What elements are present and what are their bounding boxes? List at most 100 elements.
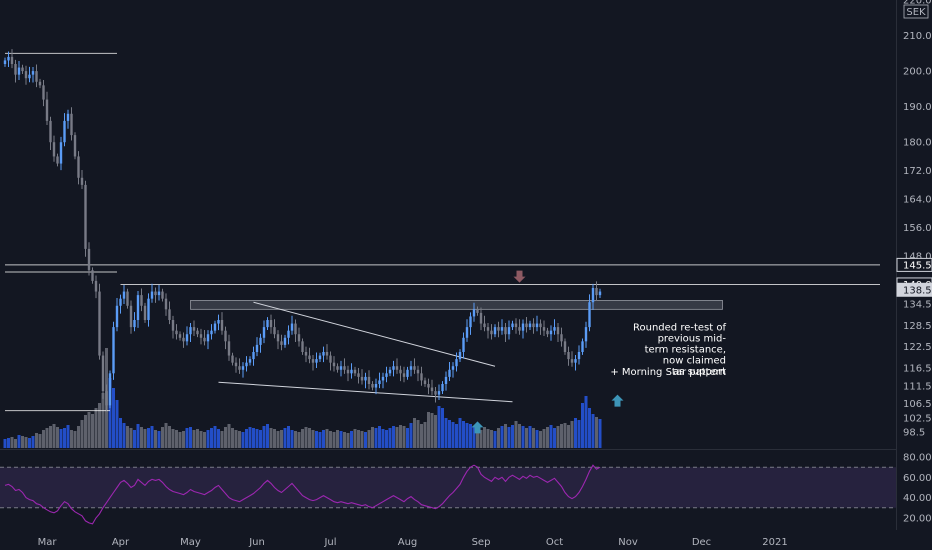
volume-bar [66,425,70,448]
volume-bar [80,420,84,448]
time-tick-label: Nov [618,537,638,548]
volume-bar [154,430,157,448]
volume-bar [182,431,185,448]
volume-bar [122,423,126,448]
candle-body [126,291,129,306]
candle-body [448,369,451,377]
candle-body [570,359,574,363]
volume-bar [395,427,399,448]
volume-bar [199,431,203,448]
price-tick-label: 190.0 [903,102,932,113]
price-axis[interactable]: 98.5 102.5 106.5 111.5 116.5 122.5 128.5 134.5 1… [896,0,932,439]
candle-body [528,323,532,328]
candle-body [42,85,45,100]
volume-bar [38,434,42,448]
candle-body [70,113,73,136]
price-tick-label: 148.0 [903,252,932,263]
time-tick-label: 2021 [762,537,787,548]
candle-body [535,323,539,328]
volume-bar [343,432,346,448]
price-tick-label: 111.5 [903,381,932,392]
rsi-axis[interactable]: 20.00 40.00 60.00 80.00 [903,453,932,525]
volume-bar [584,396,588,448]
volume-bar [245,429,248,448]
candle-body [168,309,171,320]
candle-body [98,291,101,356]
candle-body [493,327,497,335]
candle-body [367,376,371,384]
candle-body [7,56,10,61]
candle-body [395,366,399,370]
candle-body [196,330,199,335]
volume-bar [192,430,196,448]
candle-body [472,309,476,317]
volume-bar [336,430,339,448]
time-axis[interactable]: Mar Apr May Jun Jul Aug Sep Oct Nov Dec 2021 [38,537,788,548]
volume-bar [420,424,423,448]
candle-body [255,344,259,352]
candle-body [560,334,563,342]
candle-body [241,366,245,370]
volume-bar [476,428,479,448]
volume-bar [339,431,343,448]
volume-bar [329,431,332,448]
candle-body [252,352,255,360]
candle-body [273,327,276,335]
volume-bar [465,423,469,448]
candle-body [234,362,238,367]
candle-body [437,391,441,395]
volume-bar [115,400,119,448]
volume-bar [542,429,546,448]
candle-body [532,323,535,328]
volume-bar [45,428,49,448]
rsi-line [4,464,601,525]
candle-body [406,369,409,377]
candle-body [504,327,507,335]
candle-body [315,359,318,363]
volume-bar [346,433,350,448]
volume-layer [3,348,602,448]
volume-bar [98,403,101,448]
candle-body [500,327,504,331]
candle-body [294,323,297,335]
candle-body [371,384,374,388]
candle-body [539,323,542,328]
volume-bar [189,427,192,448]
volume-bar [444,418,448,448]
price-tick-label: 220.0 [903,0,932,7]
volume-bar [203,432,206,448]
volume-bar [486,429,490,448]
volume-bar [381,429,385,448]
volume-bar [126,426,129,448]
candle-body [591,288,595,303]
candle-body [441,384,444,392]
volume-bar [560,424,563,448]
volume-bar [518,424,521,448]
volume-bar [252,428,255,448]
volume-bar [213,426,217,448]
candle-body [455,359,458,367]
candle-body [150,291,154,299]
candle-body [381,376,385,381]
candle-body [483,323,486,328]
candle-body [364,376,367,381]
volume-bar [598,419,602,448]
price-tick-label: 200.0 [903,67,932,78]
volume-bar [318,432,322,448]
annotation-line: term resistance, [645,345,726,356]
volume-bar [185,428,189,448]
volume-bar [73,431,77,448]
volume-bar [308,428,311,448]
candles-layer [3,49,602,411]
volume-bar [563,423,567,448]
volume-bar [409,423,413,448]
price-tag [896,257,932,272]
candle-body [80,177,84,185]
support-zone-layer [190,300,723,310]
candle-body [210,330,213,335]
volume-bar [437,406,441,448]
candle-body [287,330,290,338]
volume-bar [231,428,234,448]
candle-body [595,288,598,296]
